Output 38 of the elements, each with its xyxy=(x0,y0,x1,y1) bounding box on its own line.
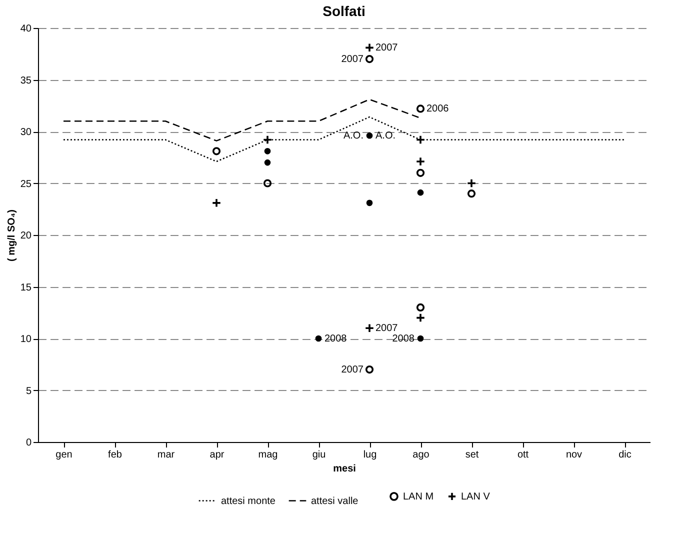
y-tick-label: 30 xyxy=(20,127,32,138)
x-tick-label: mag xyxy=(258,450,278,460)
y-tick-label: 5 xyxy=(26,386,32,397)
legend-label: LAN V xyxy=(461,491,490,502)
annotation: 2007 xyxy=(376,42,398,54)
legend-label: attesi valle xyxy=(311,496,359,507)
x-tick-label: ago xyxy=(412,450,430,460)
x-tick-label: apr xyxy=(210,450,225,460)
y-tick-label: 15 xyxy=(20,282,32,294)
annotation: 2007 xyxy=(341,364,364,376)
chart-title: Solfati xyxy=(322,3,366,19)
legend-label: LAN M xyxy=(403,491,434,502)
legend-label: attesi monte xyxy=(221,496,276,507)
x-tick-label: gen xyxy=(56,450,72,460)
y-tick-label: 25 xyxy=(20,178,32,190)
annotation: 2008 xyxy=(392,334,415,344)
x-tick-label: mar xyxy=(157,450,176,460)
x-tick-label: nov xyxy=(566,450,582,460)
line-series xyxy=(62,98,422,142)
x-tick-label: giu xyxy=(312,450,326,460)
annotation: 2007 xyxy=(341,54,364,66)
y-tick-label: 35 xyxy=(20,75,32,86)
annotation: A.O. xyxy=(376,130,396,142)
x-tick-label: set xyxy=(465,450,479,460)
annotation: 2007 xyxy=(376,323,398,334)
x-tick-label: lug xyxy=(363,450,377,460)
x-tick-label: dic xyxy=(618,450,632,460)
x-axis-title: mesi xyxy=(333,464,356,474)
y-tick-label: 0 xyxy=(26,438,32,448)
y-tick-label: 20 xyxy=(20,230,32,242)
annotation: 2008 xyxy=(324,334,348,344)
x-tick-label: ott xyxy=(517,450,529,460)
x-tick-label: feb xyxy=(108,450,122,460)
y-axis-title: ( mg/l SO₄) xyxy=(6,210,18,262)
y-tick-label: 40 xyxy=(20,24,32,34)
annotation: A.O. xyxy=(343,130,364,142)
y-tick-label: 10 xyxy=(20,334,32,345)
annotation: 2006 xyxy=(426,104,450,115)
